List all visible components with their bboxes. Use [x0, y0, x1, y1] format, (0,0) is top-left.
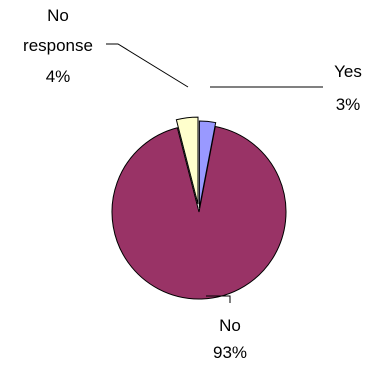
label-no-response-percent: 4%	[46, 67, 71, 86]
pie-slices	[111, 116, 287, 300]
label-no-percent: 93%	[213, 343, 247, 362]
leader-line-no	[206, 295, 231, 303]
label-no-category: No	[219, 316, 241, 335]
pie-slice-no-response	[175, 116, 199, 205]
pie-slice-no	[111, 125, 287, 300]
label-no-response-line1: No	[47, 6, 69, 25]
leader-line-no-response	[106, 43, 189, 88]
label-yes-category: Yes	[334, 62, 362, 81]
label-yes-percent: 3%	[336, 95, 361, 114]
label-no-response-line2: response	[23, 36, 93, 55]
